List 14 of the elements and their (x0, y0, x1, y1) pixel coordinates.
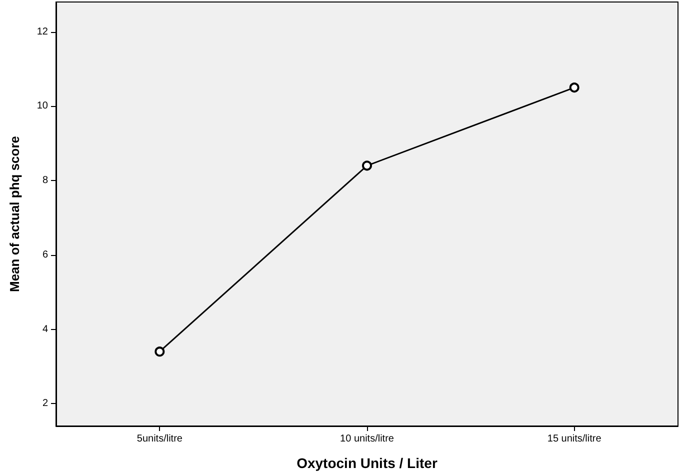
x-tick-label: 10 units/litre (340, 434, 394, 444)
y-tick-label: 12 (36, 26, 48, 38)
x-tick-label: 15 units/litre (547, 434, 602, 444)
x-axis-title: Oxytocin Units / Liter (296, 455, 438, 471)
point (154, 346, 165, 357)
point (569, 82, 580, 93)
y-tick-label: 6 (42, 249, 48, 260)
y-tick-label: 10 (36, 100, 48, 112)
y-tick-label: 8 (42, 175, 48, 186)
x-tick-label: 5units/litre (136, 434, 183, 444)
point (362, 160, 372, 171)
y-tick-label: 4 (42, 324, 48, 335)
y-axis-title: Mean of actual phq score (7, 136, 22, 292)
y-tick-label: 2 (42, 398, 48, 410)
